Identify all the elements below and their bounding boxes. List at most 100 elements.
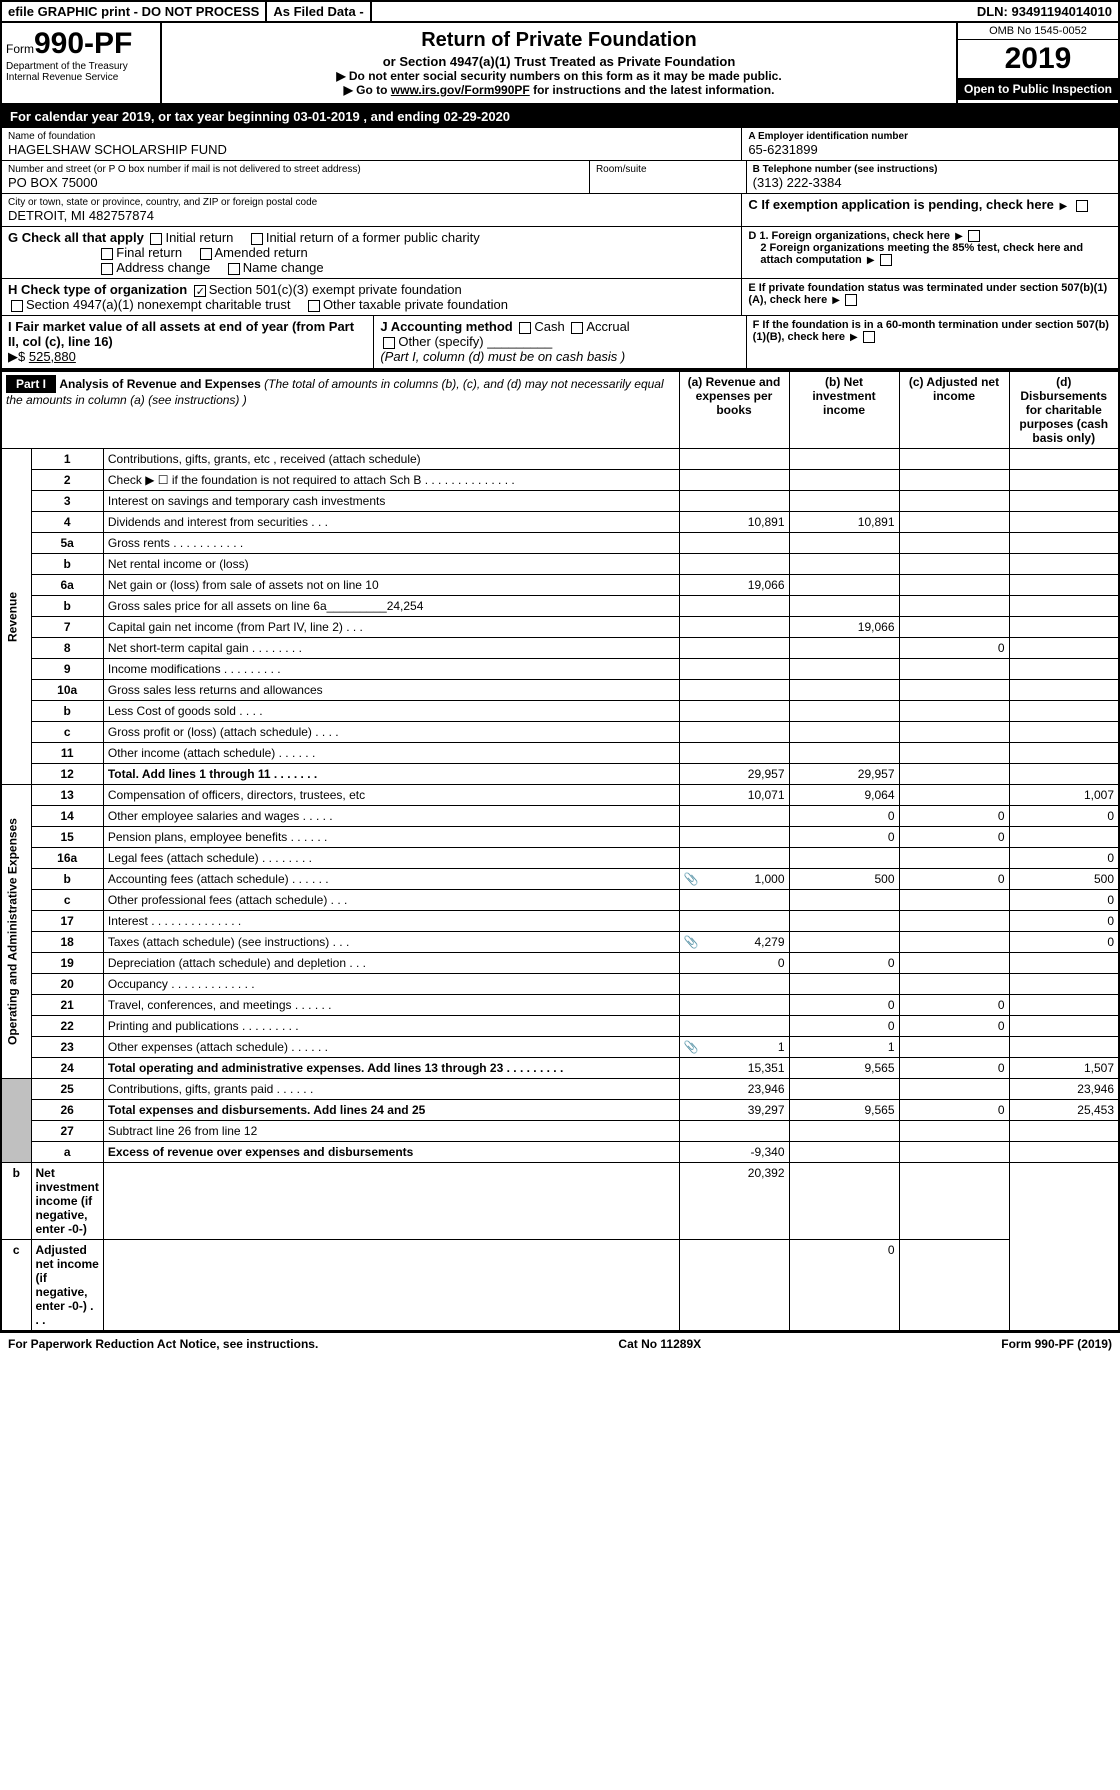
g-name-checkbox[interactable] <box>228 263 240 275</box>
table-row: 3Interest on savings and temporary cash … <box>1 491 1119 512</box>
cell-a <box>679 848 789 869</box>
h-501c3-checkbox[interactable] <box>194 285 206 297</box>
cell-c <box>899 701 1009 722</box>
row-desc: Total operating and administrative expen… <box>103 1058 679 1079</box>
cell-c: 0 <box>899 1016 1009 1037</box>
g-initial-former-checkbox[interactable] <box>251 233 263 245</box>
cell-a <box>679 491 789 512</box>
row-number: 2 <box>31 470 103 491</box>
row-number: 16a <box>31 848 103 869</box>
d2-checkbox[interactable] <box>880 254 892 266</box>
table-row: 24Total operating and administrative exp… <box>1 1058 1119 1079</box>
attachment-icon[interactable]: 📎 <box>684 1040 699 1054</box>
cell-c <box>899 554 1009 575</box>
row-desc: Printing and publications . . . . . . . … <box>103 1016 679 1037</box>
cell-b <box>789 911 899 932</box>
attachment-icon[interactable]: 📎 <box>684 935 699 949</box>
cell-c <box>899 743 1009 764</box>
cell-dd: 500 <box>1009 869 1119 890</box>
j-accrual-checkbox[interactable] <box>571 322 583 334</box>
cell-c <box>899 932 1009 953</box>
cell-c <box>899 1037 1009 1058</box>
row-number: b <box>31 554 103 575</box>
part1-tag: Part I <box>6 375 56 393</box>
footer-right: Form 990-PF (2019) <box>1001 1337 1112 1351</box>
j-cash-checkbox[interactable] <box>519 322 531 334</box>
j-other-checkbox[interactable] <box>383 337 395 349</box>
table-row: bAccounting fees (attach schedule) . . .… <box>1 869 1119 890</box>
row-desc: Gross rents . . . . . . . . . . . <box>103 533 679 554</box>
row-number: 11 <box>31 743 103 764</box>
row-desc: Total expenses and disbursements. Add li… <box>103 1100 679 1121</box>
row-desc: Gross sales price for all assets on line… <box>103 596 679 617</box>
cell-b: 0 <box>789 827 899 848</box>
cell-a <box>103 1240 679 1332</box>
row-desc: Other expenses (attach schedule) . . . .… <box>103 1037 679 1058</box>
name-label: Name of foundation <box>8 131 735 142</box>
cell-a: 10,891 <box>679 512 789 533</box>
warn2: ▶ Go to www.irs.gov/Form990PF for instru… <box>170 83 948 97</box>
i-label: I Fair market value of all assets at end… <box>8 319 354 349</box>
cell-b <box>789 449 899 470</box>
arrow-icon <box>830 294 842 306</box>
cell-c: 0 <box>899 638 1009 659</box>
cell-a <box>679 659 789 680</box>
table-row: bNet rental income or (loss) <box>1 554 1119 575</box>
c-checkbox[interactable] <box>1076 200 1088 212</box>
g-address-checkbox[interactable] <box>101 263 113 275</box>
cell-dd <box>1009 659 1119 680</box>
row-number: 8 <box>31 638 103 659</box>
cell-c <box>789 1163 899 1240</box>
g-final-checkbox[interactable] <box>101 248 113 260</box>
row-desc: Contributions, gifts, grants paid . . . … <box>103 1079 679 1100</box>
cell-b <box>789 533 899 554</box>
cell-c <box>899 596 1009 617</box>
f-checkbox[interactable] <box>863 331 875 343</box>
h-4947-checkbox[interactable] <box>11 300 23 312</box>
cell-a: 23,946 <box>679 1079 789 1100</box>
cell-b: 29,957 <box>789 764 899 785</box>
d2-label: 2 Foreign organizations meeting the 85% … <box>760 242 1083 266</box>
cell-a <box>679 911 789 932</box>
g-amended-checkbox[interactable] <box>200 248 212 260</box>
cell-c: 0 <box>899 995 1009 1016</box>
city-label: City or town, state or province, country… <box>8 197 735 208</box>
cell-a <box>679 1121 789 1142</box>
cell-a <box>679 1016 789 1037</box>
cell-a: 19,066 <box>679 575 789 596</box>
table-row: 22Printing and publications . . . . . . … <box>1 1016 1119 1037</box>
row-number: 20 <box>31 974 103 995</box>
foundation-name: HAGELSHAW SCHOLARSHIP FUND <box>8 142 735 157</box>
g-initial-checkbox[interactable] <box>150 233 162 245</box>
footer-left: For Paperwork Reduction Act Notice, see … <box>8 1337 318 1351</box>
cell-dd <box>1009 974 1119 995</box>
cell-b: 19,066 <box>789 617 899 638</box>
cell-dd <box>1009 512 1119 533</box>
table-row: 20Occupancy . . . . . . . . . . . . . <box>1 974 1119 995</box>
cell-dd <box>1009 575 1119 596</box>
row-desc: Occupancy . . . . . . . . . . . . . <box>103 974 679 995</box>
table-row: 7Capital gain net income (from Part IV, … <box>1 617 1119 638</box>
cell-a <box>679 890 789 911</box>
row-desc: Net short-term capital gain . . . . . . … <box>103 638 679 659</box>
cell-a <box>679 470 789 491</box>
row-desc: Interest . . . . . . . . . . . . . . <box>103 911 679 932</box>
table-row: Operating and Administrative Expenses13C… <box>1 785 1119 806</box>
irs-link[interactable]: www.irs.gov/Form990PF <box>391 83 530 97</box>
d1-checkbox[interactable] <box>968 230 980 242</box>
attachment-icon[interactable]: 📎 <box>684 872 699 886</box>
cell-c <box>899 974 1009 995</box>
cell-a <box>679 638 789 659</box>
a-label: A Employer identification number <box>748 131 1112 142</box>
e-checkbox[interactable] <box>845 294 857 306</box>
row-number: 14 <box>31 806 103 827</box>
table-row: 10aGross sales less returns and allowanc… <box>1 680 1119 701</box>
table-row: 15Pension plans, employee benefits . . .… <box>1 827 1119 848</box>
cell-c: 0 <box>899 1058 1009 1079</box>
h-other-checkbox[interactable] <box>308 300 320 312</box>
row-number: 9 <box>31 659 103 680</box>
cell-c <box>899 470 1009 491</box>
table-row: aExcess of revenue over expenses and dis… <box>1 1142 1119 1163</box>
cell-c: 0 <box>899 827 1009 848</box>
cell-c: 0 <box>899 869 1009 890</box>
